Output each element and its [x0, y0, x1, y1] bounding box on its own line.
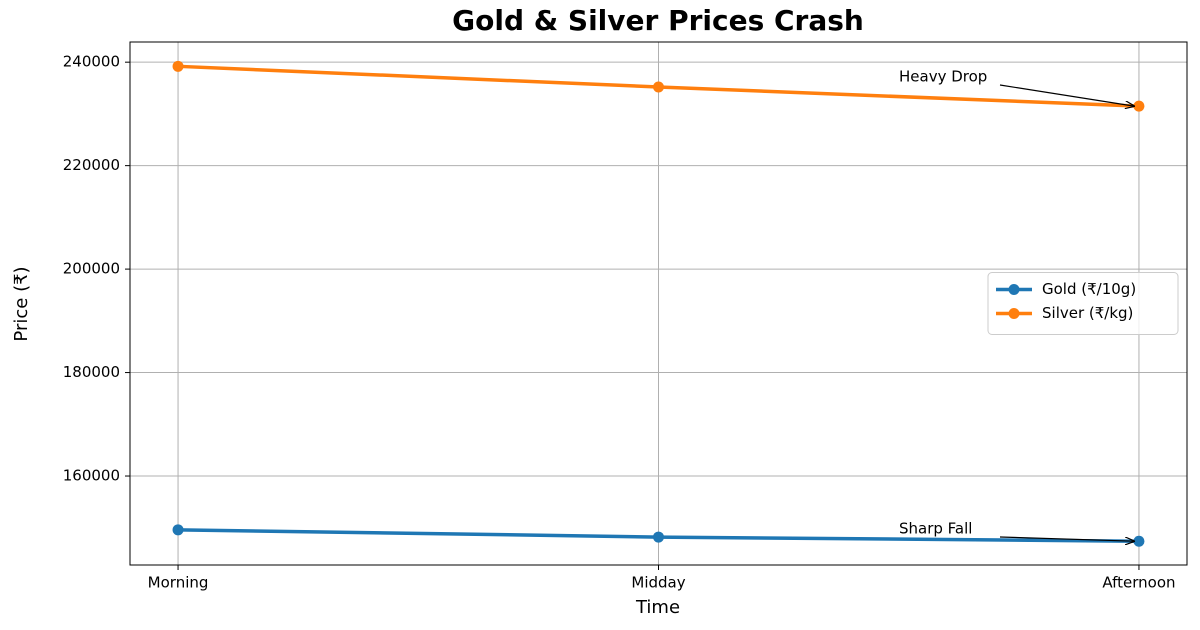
x-tick-label: Morning	[148, 574, 209, 592]
x-axis-label: Time	[635, 597, 680, 618]
y-tick-label: 220000	[63, 156, 120, 174]
data-point	[172, 524, 184, 536]
y-tick-label: 160000	[63, 467, 120, 485]
data-point	[1133, 535, 1145, 547]
x-tick-label: Afternoon	[1102, 574, 1175, 592]
y-axis-label: Price (₹)	[11, 266, 32, 341]
y-tick-label: 240000	[63, 53, 120, 71]
annotation: Heavy Drop	[899, 68, 987, 86]
legend-label: Silver (₹/kg)	[1042, 304, 1133, 322]
data-point	[172, 60, 184, 72]
legend-marker	[1008, 284, 1020, 295]
annotation-arrow	[999, 536, 1134, 541]
legend-marker	[1008, 308, 1020, 319]
plot-frame	[129, 41, 1188, 566]
y-tick-label: 180000	[63, 363, 120, 381]
legend-box	[987, 272, 1179, 335]
data-point	[653, 531, 664, 543]
y-tick-label: 200000	[63, 260, 120, 278]
chart-title: Gold & Silver Prices Crash	[452, 4, 864, 37]
data-point	[1133, 100, 1145, 112]
data-point	[653, 81, 664, 93]
x-tick-label: Midday	[631, 574, 685, 592]
annotation-arrow	[999, 84, 1134, 106]
annotation: Sharp Fall	[899, 520, 972, 538]
legend-label: Gold (₹/10g)	[1042, 280, 1136, 298]
